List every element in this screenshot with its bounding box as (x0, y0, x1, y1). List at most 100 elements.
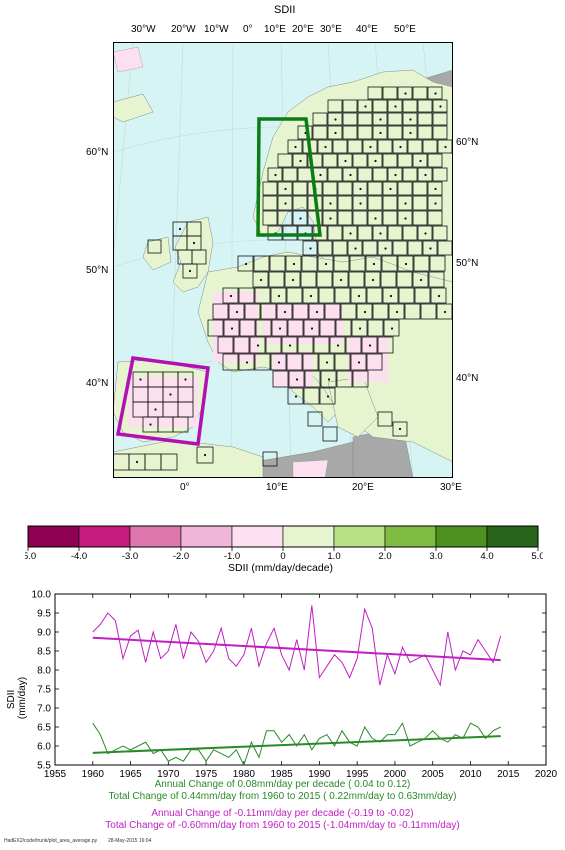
grid-cell (372, 125, 388, 140)
lon-label: 10°E (266, 482, 288, 493)
grid-cell (429, 255, 446, 272)
significance-dot (369, 145, 372, 149)
grid-cell (292, 153, 308, 168)
grid-cell (329, 336, 346, 354)
grid-cell (366, 353, 383, 371)
significance-dot (339, 278, 343, 282)
lon-label: 20°W (171, 24, 196, 35)
grid-cell (269, 255, 286, 272)
significance-dot (295, 378, 299, 381)
colorbar-swatch (78, 525, 131, 548)
annotation-magenta-annual: Annual Change of -0.11mm/day per decade … (151, 808, 414, 819)
x-tick-label: 2005 (422, 769, 445, 780)
significance-dot (139, 378, 142, 381)
grid-cell (342, 225, 358, 241)
significance-dot (404, 262, 408, 266)
grid-cell (357, 225, 373, 241)
grid-cell (397, 210, 413, 226)
grid-cell (327, 167, 343, 182)
grid-cell (382, 210, 398, 226)
grid-cell (304, 370, 321, 388)
colorbar-swatch (180, 525, 233, 548)
grid-cell (348, 271, 365, 288)
grid-cell (427, 210, 443, 226)
grid-cell (407, 240, 423, 256)
significance-dot (284, 187, 287, 191)
significance-dot (443, 310, 447, 314)
grid-cell (277, 210, 293, 226)
x-tick-label: 1995 (346, 769, 369, 780)
grid-cell (292, 303, 309, 320)
significance-dot (404, 202, 407, 205)
grid-cell (345, 336, 362, 354)
grid-cell (312, 125, 328, 140)
significance-dot (374, 217, 377, 220)
colorbar-tick-label: -5.0 (25, 551, 36, 562)
grid-cell (365, 255, 382, 272)
grid-cell (367, 210, 383, 226)
significance-dot (154, 408, 157, 411)
grid-cell (302, 353, 319, 371)
colorbar-swatch (486, 525, 539, 548)
grid-cell (301, 255, 318, 272)
significance-dot (349, 232, 352, 235)
grid-cell (382, 86, 398, 100)
plot-area (54, 593, 547, 766)
significance-dot (327, 378, 331, 381)
significance-dot (395, 310, 399, 314)
significance-dot (384, 247, 387, 250)
grid-cell (367, 153, 383, 168)
annotation-magenta-total: Total Change of -0.60mm/day from 1960 to… (105, 820, 460, 831)
lon-label: 20°E (352, 482, 374, 493)
grid-cell (396, 271, 413, 288)
grid-cell (402, 167, 418, 182)
significance-dot (398, 427, 402, 431)
grid-cell (322, 153, 338, 168)
grid-cell (342, 99, 358, 113)
colorbar-swatch (129, 525, 182, 548)
significance-dot (277, 294, 281, 298)
x-tick-label: 1980 (233, 769, 256, 780)
grid-cell (402, 225, 418, 241)
grid-cell (372, 99, 388, 113)
x-tick-label: 1965 (119, 769, 142, 780)
grid-cell (237, 255, 254, 272)
colorbar: -5.0 -4.0 -3.0 -2.0 -1.0 0 1.0 2.0 3.0 4.0 5.0 (25, 525, 543, 562)
grid-cell (287, 319, 304, 337)
grid-cell (282, 225, 298, 241)
grid-cell (303, 319, 320, 337)
grid-cell (322, 181, 338, 196)
grid-cell (412, 153, 428, 168)
significance-dot (229, 294, 233, 298)
grid-cell (262, 181, 278, 196)
grid-cell (428, 271, 445, 288)
y-ticks: 5.5 6.0 6.5 7.0 7.5 8.0 8.5 9.0 9.5 10.0 (32, 590, 546, 772)
grid-cell (281, 336, 298, 354)
grid-cell (349, 255, 366, 272)
grid-cell (333, 255, 350, 272)
grid-cell (147, 239, 162, 254)
significance-dot (184, 378, 187, 381)
grid-cell (336, 370, 353, 388)
colorbar-swatches (27, 525, 539, 548)
grid-cell (412, 210, 428, 226)
significance-dot (169, 393, 172, 396)
grid-cell (402, 99, 418, 113)
colorbar-tick-labels: -5.0 -4.0 -3.0 -2.0 -1.0 0 1.0 2.0 3.0 4.0 5.0 (25, 547, 543, 562)
grid-cell (297, 125, 313, 140)
significance-dot (371, 278, 375, 282)
grid-cell (352, 370, 369, 388)
grid-cell (380, 271, 397, 288)
y-tick-label: 8.5 (37, 647, 51, 658)
grid-cell (383, 319, 400, 337)
grid-cell (342, 167, 358, 182)
grid-cell (284, 271, 301, 288)
grid-cell (307, 411, 323, 427)
x-tick-label: 2020 (535, 769, 558, 780)
significance-dot (379, 131, 382, 135)
significance-dot (292, 262, 296, 266)
grid-cell (182, 263, 198, 279)
x-tick-label: 1955 (44, 769, 67, 780)
x-tick-label: 2015 (497, 769, 520, 780)
lon-label: 30°E (320, 24, 342, 35)
